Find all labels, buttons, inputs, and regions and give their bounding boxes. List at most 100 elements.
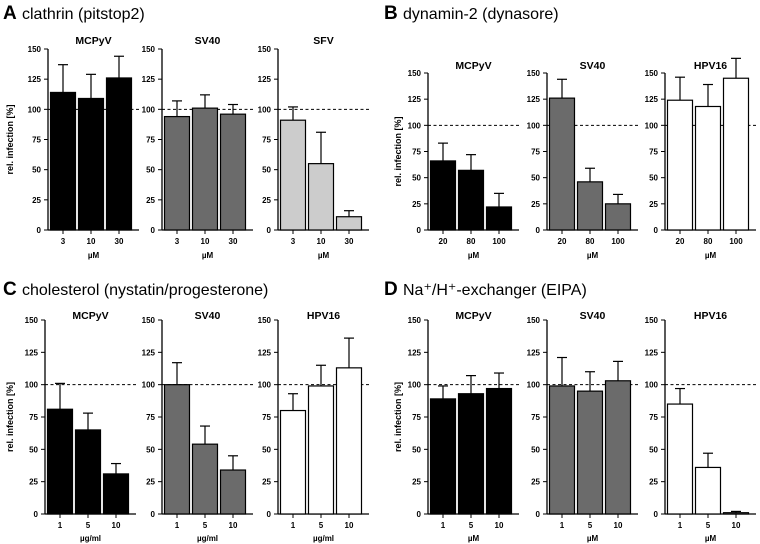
- y-tick-label: 75: [32, 136, 41, 145]
- y-tick-label: 150: [645, 69, 659, 78]
- y-tick-label: 75: [262, 136, 271, 145]
- bar: [77, 97, 105, 231]
- y-tick-label: 75: [531, 148, 540, 157]
- x-tick-label: 3: [291, 237, 296, 246]
- x-axis-label: µM: [88, 251, 100, 260]
- panel-title: cholesterol (nystatin/progesterone): [22, 282, 268, 299]
- panel-letter: C: [3, 279, 17, 300]
- panel-title: dynamin-2 (dynasore): [403, 6, 559, 23]
- x-tick-label: 10: [201, 237, 210, 246]
- y-tick-label: 100: [258, 381, 272, 390]
- subplot-sv40: SV40 0 25 50 75 100 125 150 1 5 10 µM: [527, 310, 638, 543]
- y-tick-label: 50: [531, 445, 540, 454]
- bar: [457, 169, 485, 231]
- x-axis-label: µM: [202, 251, 214, 260]
- x-tick-label: 1: [678, 521, 683, 530]
- y-tick-label: 0: [536, 226, 541, 235]
- y-tick-label: 75: [412, 413, 421, 422]
- bar: [576, 181, 604, 231]
- y-tick-label: 50: [412, 174, 421, 183]
- panel-d: D Na⁺/H⁺-exchanger (EIPA) rel. infection […: [384, 279, 756, 543]
- bar: [604, 203, 632, 231]
- y-axis-label: rel. infection [%]: [393, 382, 403, 452]
- y-tick-label: 100: [527, 121, 541, 130]
- y-axis-label: rel. infection [%]: [5, 382, 15, 452]
- y-tick-label: 50: [146, 445, 155, 454]
- bar: [279, 119, 307, 231]
- x-axis-label: µM: [705, 534, 717, 543]
- x-tick-label: 10: [614, 521, 623, 530]
- x-tick-label: 1: [291, 521, 296, 530]
- bar: [307, 163, 335, 231]
- y-tick-label: 100: [645, 121, 659, 130]
- y-tick-label: 75: [146, 136, 155, 145]
- panel-letter: D: [384, 279, 398, 300]
- y-tick-label: 150: [527, 69, 541, 78]
- x-tick-label: 10: [87, 237, 96, 246]
- x-tick-label: 5: [706, 521, 711, 530]
- subplot-title: SV40: [195, 310, 221, 322]
- x-axis-label: µM: [468, 534, 480, 543]
- x-tick-label: 80: [704, 237, 713, 246]
- y-tick-label: 0: [151, 510, 156, 519]
- bar: [722, 77, 750, 231]
- subplot-title: MCPyV: [455, 310, 491, 322]
- bar: [485, 206, 513, 231]
- y-tick-label: 50: [262, 445, 271, 454]
- bar: [604, 380, 632, 515]
- x-tick-label: 100: [729, 237, 743, 246]
- bar: [163, 384, 191, 515]
- y-tick-label: 50: [649, 174, 658, 183]
- subplot-sfv: SFV 0 25 50 75 100 125 150 3 10 30 µM: [258, 35, 369, 260]
- x-tick-label: 10: [112, 521, 121, 530]
- y-tick-label: 125: [25, 348, 39, 357]
- bar: [191, 107, 219, 231]
- subplot-title: MCPyV: [455, 60, 491, 72]
- y-tick-label: 0: [267, 226, 272, 235]
- y-tick-label: 125: [645, 95, 659, 104]
- y-tick-label: 0: [151, 226, 156, 235]
- x-axis-label: µM: [468, 251, 480, 260]
- y-tick-label: 25: [32, 196, 41, 205]
- y-tick-label: 75: [146, 413, 155, 422]
- subplot-title: HPV16: [307, 310, 340, 322]
- x-axis-label: µg/ml: [197, 534, 218, 543]
- y-tick-label: 25: [262, 196, 271, 205]
- bar: [105, 77, 133, 231]
- x-tick-label: 20: [558, 237, 567, 246]
- y-tick-label: 75: [412, 148, 421, 157]
- y-tick-label: 0: [654, 510, 659, 519]
- bar: [548, 385, 576, 515]
- subplot-title: SFV: [313, 35, 333, 47]
- y-tick-label: 50: [412, 445, 421, 454]
- y-tick-label: 100: [142, 105, 156, 114]
- subplot-title: HPV16: [694, 60, 727, 72]
- y-tick-label: 100: [142, 381, 156, 390]
- y-tick-label: 100: [645, 381, 659, 390]
- y-tick-label: 0: [417, 510, 422, 519]
- x-tick-label: 1: [560, 521, 565, 530]
- bar: [666, 403, 694, 515]
- y-tick-label: 150: [142, 316, 156, 325]
- bar: [335, 216, 363, 231]
- bar: [163, 115, 191, 231]
- y-tick-label: 150: [258, 316, 272, 325]
- subplot-sv40: SV40 0 25 50 75 100 125 150 20 80 100 µM: [527, 60, 638, 260]
- panel-title: Na⁺/H⁺-exchanger (EIPA): [403, 282, 587, 299]
- subplot-title: SV40: [195, 35, 221, 47]
- panel-letter: B: [384, 3, 398, 24]
- x-tick-label: 5: [319, 521, 324, 530]
- bar: [694, 105, 722, 231]
- x-tick-label: 100: [492, 237, 506, 246]
- y-tick-label: 25: [29, 478, 38, 487]
- y-tick-label: 50: [649, 445, 658, 454]
- x-tick-label: 5: [203, 521, 208, 530]
- y-tick-label: 25: [531, 478, 540, 487]
- x-tick-label: 3: [175, 237, 180, 246]
- x-tick-label: 5: [469, 521, 474, 530]
- y-tick-label: 100: [408, 381, 422, 390]
- x-tick-label: 10: [345, 521, 354, 530]
- y-tick-label: 50: [531, 174, 540, 183]
- y-tick-label: 100: [527, 381, 541, 390]
